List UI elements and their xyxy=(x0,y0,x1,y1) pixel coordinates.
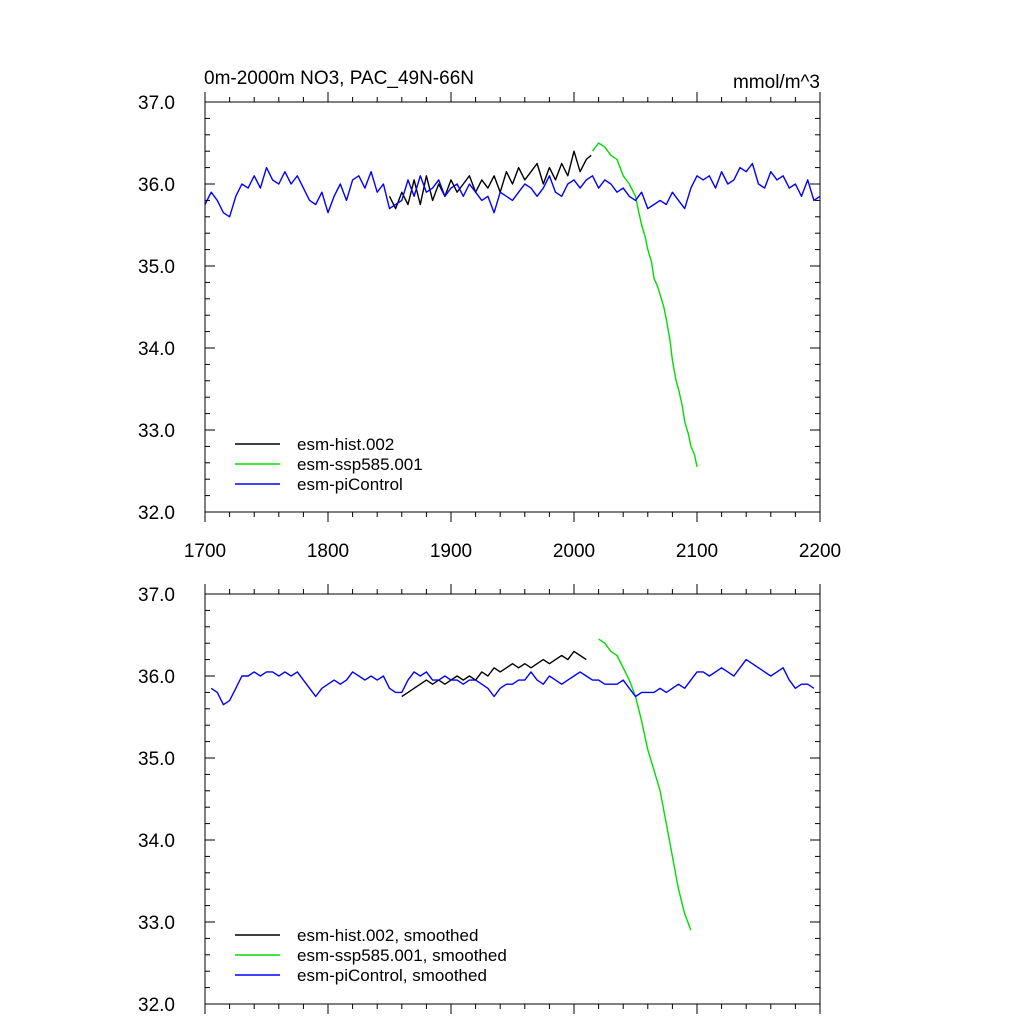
y-tick-label: 34.0 xyxy=(138,831,175,852)
series-line-2 xyxy=(210,658,815,706)
x-tick-label: 1900 xyxy=(430,541,472,562)
legend-label: esm-piControl xyxy=(297,475,403,494)
series-group xyxy=(210,638,815,931)
y-tick-label: 32.0 xyxy=(138,503,175,524)
y-tick-label: 35.0 xyxy=(138,257,175,278)
plot-frame xyxy=(204,593,821,1005)
legend-label: esm-hist.002, smoothed xyxy=(297,926,478,945)
y-tick-label: 32.0 xyxy=(138,995,175,1016)
y-axis: 32.0 33.0 34.0 35.0 36.0 37.0 xyxy=(138,93,820,524)
y-axis: 32.0 33.0 34.0 35.0 36.0 37.0 xyxy=(138,585,820,1016)
series-line-0 xyxy=(388,150,592,210)
x-tick-label: 1700 xyxy=(184,541,226,562)
y-tick-label: 35.0 xyxy=(138,749,175,770)
y-tick-label: 36.0 xyxy=(138,667,175,688)
x-tick-label: 2000 xyxy=(553,541,595,562)
x-tick-label: 2200 xyxy=(799,541,841,562)
legend-label: esm-ssp585.001, smoothed xyxy=(297,946,507,965)
top-panel: 0m-2000m NO3, PAC_49N-66N mmol/m^3 32.03… xyxy=(138,68,841,562)
series-line-1 xyxy=(598,638,692,931)
legend-label: esm-piControl, smoothed xyxy=(297,966,487,985)
y-tick-label: 36.0 xyxy=(138,175,175,196)
plot-frame xyxy=(204,101,821,513)
y-tick-label: 37.0 xyxy=(138,585,175,606)
y-tick-label: 33.0 xyxy=(138,913,175,934)
x-tick-label: 1800 xyxy=(307,541,349,562)
series-line-1 xyxy=(591,142,698,468)
series-line-2 xyxy=(205,162,820,218)
chart-title: 0m-2000m NO3, PAC_49N-66N xyxy=(204,68,474,89)
units-label: mmol/m^3 xyxy=(733,72,820,93)
x-tick-label: 2100 xyxy=(676,541,718,562)
series-line-0 xyxy=(401,650,587,698)
x-axis xyxy=(204,584,821,1014)
y-tick-label: 33.0 xyxy=(138,421,175,442)
legend-label: esm-hist.002 xyxy=(297,435,394,454)
bottom-panel: 32.0 33.0 34.0 35.0 36.0 37.0 esm-hist.002, s… xyxy=(138,584,821,1016)
x-axis: 1700 1800 1900 2000 2100 2200 xyxy=(184,92,841,562)
y-tick-label: 34.0 xyxy=(138,339,175,360)
legend-label: esm-ssp585.001 xyxy=(297,455,423,474)
series-group xyxy=(205,142,820,468)
y-tick-label: 37.0 xyxy=(138,93,175,114)
